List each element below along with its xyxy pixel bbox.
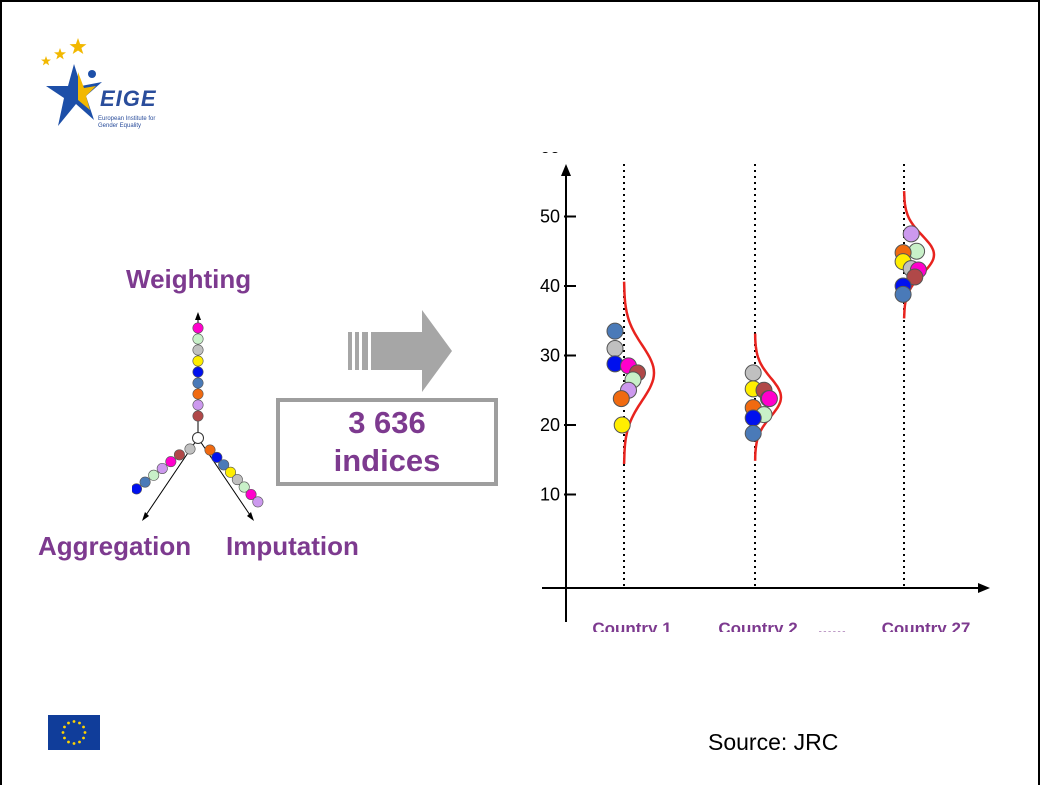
tree-dot [139,476,151,488]
weighting-label: Weighting [126,264,252,294]
scenario-point [760,390,778,408]
source-note: Source: JRC [708,729,839,755]
tree-dot [148,469,160,481]
tree-dot [173,449,185,461]
tree-dot [211,451,223,463]
tree-dot [165,456,177,468]
scenario-point [744,409,762,427]
scenario-point [606,322,624,340]
tree-dot [156,462,168,474]
eige-logo [38,36,158,146]
tree-dot [184,443,196,455]
aggregation-label: Aggregation [38,531,192,561]
uncertainty-chart: 10 20 30 40 50 60 Country 1 Country 2 Country 27… [540,152,990,632]
tree-dot [192,377,204,389]
scenario-point [906,268,924,286]
tree-dot [218,459,230,471]
scenario-point [744,364,762,382]
scenario-point [744,424,762,442]
tree-dot [204,444,216,456]
right-arrow-icon [348,310,452,392]
eu-flag-icon [48,715,100,750]
scenario-point [613,416,631,434]
tree-dot [192,322,204,334]
imputation-label: Imputation [226,531,359,561]
tree-dot [192,344,204,356]
y-tick-label: 30 [540,346,560,366]
y-tick-label: 60 [540,152,560,157]
tree-dot [192,410,204,422]
category-label: Country 27 [882,619,971,632]
eige-subtitle: European Institute for Gender Equality [98,116,156,129]
indices-label: indices [333,443,441,478]
indices-count: 3 636 [348,405,426,440]
y-tick-label: 10 [540,485,560,505]
tree-dot [192,388,204,400]
big-star-icon [46,64,102,126]
small-star-icon [54,48,66,60]
tree-dot [252,496,264,508]
scenario-point [894,285,912,303]
uncertainty-tree [132,312,264,521]
tree-dot [192,399,204,411]
y-tick-label: 50 [540,207,560,227]
tree-dot [192,366,204,378]
distribution-curve [622,281,656,465]
tree-dot [225,466,237,478]
tree-dot [245,488,257,500]
small-star-icon [41,56,51,66]
scenario-point [612,390,630,408]
category-label: Country 2 [718,619,797,632]
eige-wordmark: EIGE [100,86,157,111]
tree-dot [231,474,243,486]
tree-dot [192,333,204,345]
tree-dot [132,483,143,495]
tree-center-node [192,432,204,444]
y-tick-label: 20 [540,415,560,435]
y-tick-label: 40 [540,276,560,296]
tree-dot [192,355,204,367]
tree-dot [238,481,250,493]
category-label: Country 1 [592,619,671,632]
small-star-icon [69,38,87,54]
scenario-point [606,340,624,358]
scenario-point [902,225,920,243]
category-separator: ...... [818,619,846,632]
indices-count-box: 3 636 indices [276,398,498,486]
